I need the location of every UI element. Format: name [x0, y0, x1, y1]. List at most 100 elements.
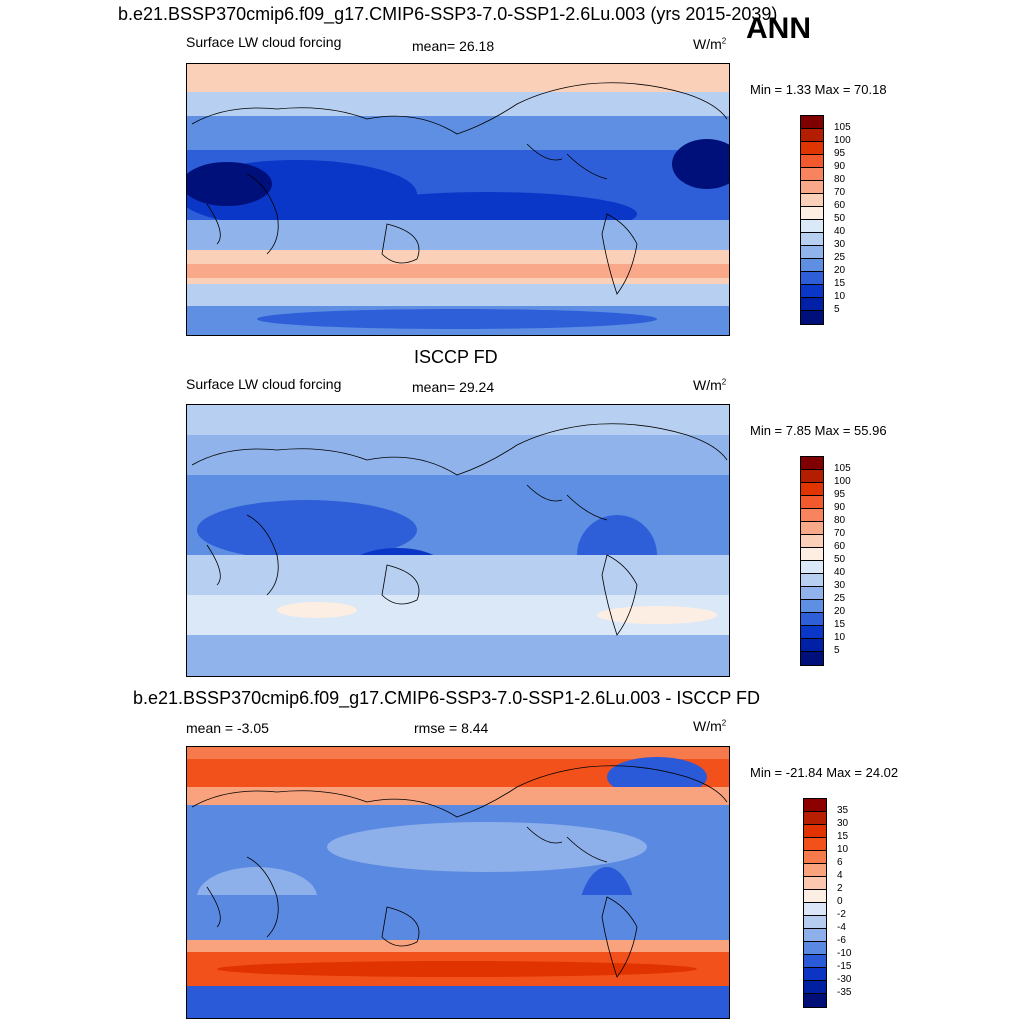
panel-model-map-field	[187, 64, 729, 335]
panel-obs-map-field	[187, 405, 729, 676]
colorbar-swatch	[804, 799, 826, 812]
colorbar-tick-label: 90	[834, 502, 846, 513]
colorbar-tick-label: 105	[834, 463, 851, 474]
colorbar-tick-label: -4	[837, 922, 846, 933]
colorbar-tick-label: 15	[834, 278, 846, 289]
colorbar-tick-label: 0	[837, 896, 843, 907]
panel-obs-section-title: ISCCP FD	[414, 347, 498, 367]
colorbar-swatch	[801, 652, 823, 665]
colorbar-swatch	[801, 142, 823, 155]
panel-model-variable-label: Surface LW cloud forcing	[186, 34, 342, 50]
colorbar-swatch	[801, 272, 823, 285]
colorbar-tick-label: 105	[834, 122, 851, 133]
colorbar-tick-label: -35	[837, 987, 852, 998]
panel-obs-variable-label: Surface LW cloud forcing	[186, 376, 342, 392]
colorbar-swatch	[804, 929, 826, 942]
colorbar-swatch	[804, 851, 826, 864]
colorbar-swatch	[801, 574, 823, 587]
colorbar-swatch	[801, 457, 823, 470]
panel-model-map	[186, 63, 730, 336]
colorbar-swatch	[801, 129, 823, 142]
colorbar-tick-label: 70	[834, 528, 846, 539]
panel-obs-map	[186, 404, 730, 677]
colorbar-tick-label: 60	[834, 200, 846, 211]
colorbar-swatch	[804, 942, 826, 955]
colorbar-swatch	[801, 285, 823, 298]
season-label: ANN	[746, 12, 811, 45]
colorbar-swatch	[804, 981, 826, 994]
colorbar-swatch	[804, 812, 826, 825]
colorbar-tick-label: 5	[834, 645, 840, 656]
colorbar-tick-label: 30	[837, 818, 849, 829]
colorbar-tick-label: 100	[834, 476, 851, 487]
colorbar-swatch	[801, 155, 823, 168]
colorbar-swatch	[801, 194, 823, 207]
colorbar-tick-label: -30	[837, 974, 852, 985]
colorbar-swatch	[801, 246, 823, 259]
colorbar-tick-label: 25	[834, 252, 846, 263]
panel-diff-rmse-label: rmse = 8.44	[414, 720, 489, 736]
colorbar-tick-label: 30	[834, 580, 846, 591]
panel-obs-colorbar	[800, 456, 824, 666]
colorbar-swatch	[801, 233, 823, 246]
colorbar-tick-label: 10	[837, 844, 849, 855]
colorbar-tick-label: 5	[834, 304, 840, 315]
colorbar-swatch	[804, 838, 826, 851]
panel-model-units: W/m2	[693, 36, 727, 52]
colorbar-swatch	[801, 116, 823, 129]
colorbar-tick-label: -15	[837, 961, 852, 972]
colorbar-swatch	[804, 864, 826, 877]
colorbar-swatch	[801, 259, 823, 272]
colorbar-swatch	[801, 522, 823, 535]
colorbar-tick-label: 40	[834, 567, 846, 578]
colorbar-tick-label: 10	[834, 291, 846, 302]
colorbar-tick-label: -6	[837, 935, 846, 946]
panel-diff-map	[186, 746, 730, 1019]
panel-model-colorbar	[800, 115, 824, 325]
colorbar-tick-label: 20	[834, 265, 846, 276]
panel-diff-minmax: Min = -21.84 Max = 24.02	[750, 765, 899, 780]
colorbar-swatch	[801, 561, 823, 574]
colorbar-swatch	[801, 298, 823, 311]
panel-diff-units: W/m2	[693, 718, 727, 734]
colorbar-swatch	[801, 168, 823, 181]
colorbar-tick-label: 60	[834, 541, 846, 552]
colorbar-tick-label: 50	[834, 213, 846, 224]
colorbar-tick-label: 90	[834, 161, 846, 172]
colorbar-swatch	[801, 639, 823, 652]
panel-diff-mean-label: mean = -3.05	[186, 720, 269, 736]
colorbar-tick-label: 2	[837, 883, 843, 894]
colorbar-tick-label: 40	[834, 226, 846, 237]
colorbar-swatch	[804, 968, 826, 981]
colorbar-swatch	[801, 311, 823, 324]
colorbar-swatch	[801, 600, 823, 613]
colorbar-tick-label: 70	[834, 187, 846, 198]
colorbar-swatch	[801, 470, 823, 483]
colorbar-tick-label: 6	[837, 857, 843, 868]
colorbar-tick-label: 50	[834, 554, 846, 565]
colorbar-swatch	[804, 955, 826, 968]
colorbar-tick-label: -10	[837, 948, 852, 959]
colorbar-tick-label: 95	[834, 148, 846, 159]
colorbar-tick-label: 15	[834, 619, 846, 630]
panel-diff-colorbar	[803, 798, 827, 1008]
colorbar-swatch	[801, 613, 823, 626]
colorbar-tick-label: 25	[834, 593, 846, 604]
panel-diff-section-title: b.e21.BSSP370cmip6.f09_g17.CMIP6-SSP3-7.…	[133, 688, 761, 708]
colorbar-swatch	[804, 890, 826, 903]
colorbar-tick-label: 4	[837, 870, 843, 881]
colorbar-tick-label: 10	[834, 632, 846, 643]
colorbar-swatch	[801, 207, 823, 220]
colorbar-tick-label: 80	[834, 515, 846, 526]
colorbar-swatch	[801, 509, 823, 522]
colorbar-swatch	[801, 587, 823, 600]
panel-obs-minmax: Min = 7.85 Max = 55.96	[750, 423, 887, 438]
colorbar-tick-label: 35	[837, 805, 849, 816]
colorbar-swatch	[801, 496, 823, 509]
panel-obs-units: W/m2	[693, 377, 727, 393]
colorbar-swatch	[804, 825, 826, 838]
colorbar-tick-label: 95	[834, 489, 846, 500]
colorbar-swatch	[801, 548, 823, 561]
main-title: b.e21.BSSP370cmip6.f09_g17.CMIP6-SSP3-7.…	[118, 4, 778, 24]
colorbar-swatch	[801, 181, 823, 194]
